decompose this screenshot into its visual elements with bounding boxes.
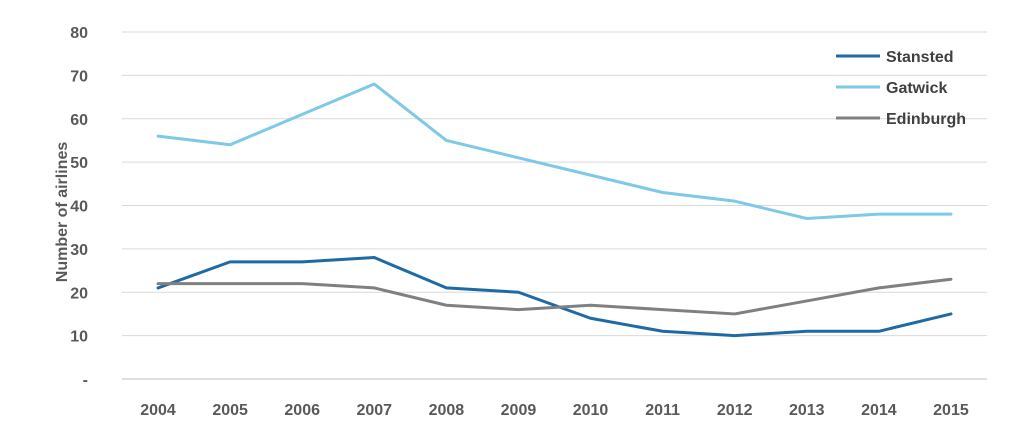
legend-label-stansted: Stansted [886, 49, 954, 66]
x-tick-label: 2008 [429, 402, 465, 419]
x-tick-label: 2013 [789, 402, 825, 419]
y-tick-label: 70 [70, 68, 88, 85]
x-tick-label: 2009 [501, 402, 537, 419]
x-tick-label: 2007 [356, 402, 392, 419]
y-tick-label: 60 [70, 112, 88, 129]
x-tick-label: 2015 [933, 402, 969, 419]
y-axis-tick-labels: - 10 20 30 40 50 60 70 80 [70, 25, 88, 389]
x-tick-label: 2012 [717, 402, 753, 419]
x-tick-label: 2005 [212, 402, 248, 419]
y-tick-label: 10 [70, 329, 88, 346]
x-tick-label: 2011 [645, 402, 680, 419]
x-tick-label: 2010 [573, 402, 609, 419]
y-tick-label: 80 [70, 25, 88, 42]
gridlines [122, 31, 987, 380]
y-tick-label: 30 [70, 242, 88, 259]
x-tick-label: 2014 [861, 402, 897, 419]
y-tick-label: 20 [70, 285, 88, 302]
series-line-gatwick [156, 82, 953, 221]
x-tick-label: 2004 [140, 402, 176, 419]
y-tick-label: 40 [70, 199, 88, 216]
legend-label-gatwick: Gatwick [886, 80, 947, 97]
legend: Stansted Gatwick Edinburgh [836, 49, 966, 128]
legend-label-edinburgh: Edinburgh [886, 111, 966, 128]
series-lines [156, 82, 953, 338]
series-line-edinburgh [156, 277, 953, 316]
x-tick-label: 2006 [284, 402, 320, 419]
x-axis-tick-labels: 2004 2005 2006 2007 2008 2009 2010 2011 2012 2013… [140, 402, 969, 419]
y-axis-title: Number of airlines [54, 142, 71, 283]
series-line-stansted [156, 256, 953, 338]
y-tick-label: 50 [70, 155, 88, 172]
y-tick-label: - [83, 372, 88, 389]
